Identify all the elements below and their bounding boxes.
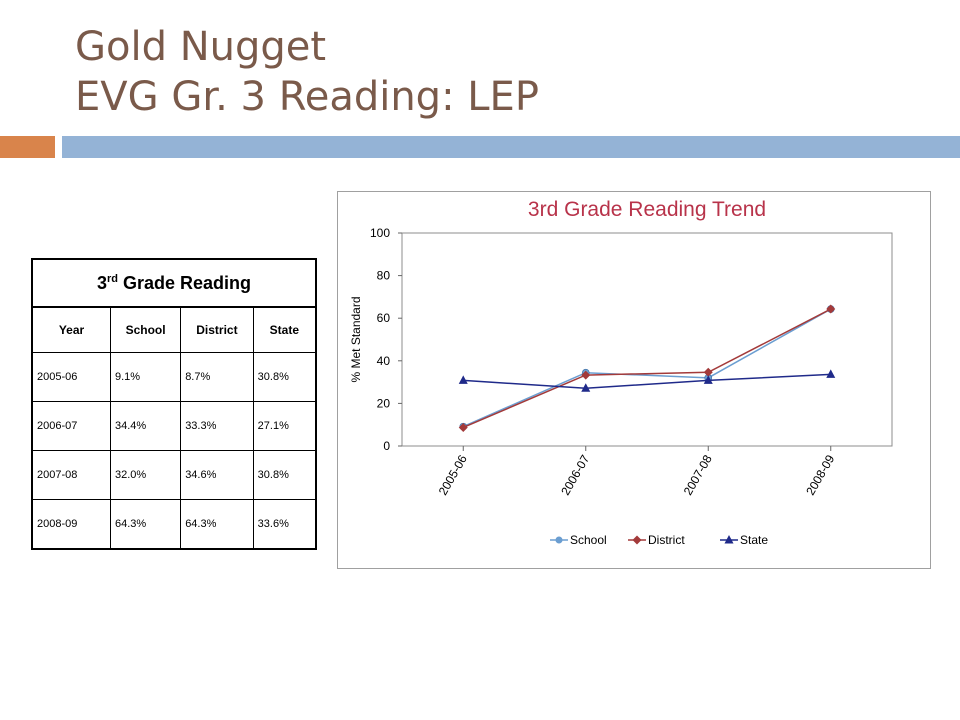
header-state: State <box>252 306 317 353</box>
data-point-state <box>458 375 468 384</box>
cell-state: 30.8% <box>252 352 317 402</box>
series-line-state <box>463 373 831 390</box>
line-chart: 3rd Grade Reading Trend 0 20 40 60 80 100 % Met… <box>349 198 893 547</box>
cell-district: 64.3% <box>180 499 254 550</box>
cell-year: 2007-08 <box>31 450 111 500</box>
x-tick-label: 2007-08 <box>681 452 715 497</box>
legend-label-school: School <box>570 533 607 547</box>
data-point-district <box>581 370 591 380</box>
y-tick-label: 20 <box>377 396 391 410</box>
reading-data-table: 3rd Grade Reading Year School District S… <box>31 258 317 550</box>
legend-label-district: District <box>648 533 685 547</box>
data-point-district <box>458 422 468 432</box>
cell-state: 30.8% <box>252 450 317 500</box>
header-school: School <box>109 306 182 353</box>
legend-marker-district <box>632 535 642 545</box>
table-row: 2008-09 64.3% 64.3% 33.6% <box>31 499 317 550</box>
legend-marker-state <box>724 535 734 544</box>
x-tick-label: 2008-09 <box>803 452 837 497</box>
cell-district: 8.7% <box>180 352 254 402</box>
x-tick-label: 2005-06 <box>436 452 470 497</box>
y-tick-label: 40 <box>377 354 391 368</box>
series-line-district <box>462 308 832 429</box>
legend-label-state: State <box>740 533 768 547</box>
cell-school: 34.4% <box>109 401 182 451</box>
cell-school: 9.1% <box>109 352 182 402</box>
table-caption-sup: rd <box>106 272 118 285</box>
cell-state: 27.1% <box>252 401 317 451</box>
table-caption-suffix: Grade Reading <box>117 272 252 293</box>
plot-area <box>401 232 893 447</box>
data-point-state <box>581 383 591 392</box>
cell-year: 2008-09 <box>31 499 111 550</box>
cell-year: 2006-07 <box>31 401 111 451</box>
slide-title-line-1: Gold Nugget <box>75 24 327 70</box>
cell-year: 2005-06 <box>31 352 111 402</box>
cell-school: 32.0% <box>109 450 182 500</box>
cell-state: 33.6% <box>252 499 317 550</box>
y-tick-label: 60 <box>377 311 391 325</box>
y-tick-label: 0 <box>383 439 390 453</box>
header-year: Year <box>31 306 111 353</box>
table-header-row: Year School District State <box>31 306 317 353</box>
legend-marker-school <box>555 536 563 544</box>
series-line-school <box>462 308 832 428</box>
accent-bar-orange <box>0 136 55 158</box>
accent-bar-blue <box>62 136 960 158</box>
slide-title-line-2: EVG Gr. 3 Reading: LEP <box>75 74 539 120</box>
header-district: District <box>180 306 254 353</box>
cell-district: 33.3% <box>180 401 254 451</box>
data-point-state <box>703 375 713 384</box>
cell-school: 64.3% <box>109 499 182 550</box>
table-row: 2005-06 9.1% 8.7% 30.8% <box>31 352 317 402</box>
x-tick-label: 2006-07 <box>558 452 592 497</box>
data-point-district <box>826 304 836 314</box>
data-point-state <box>826 369 836 378</box>
y-tick-label: 80 <box>377 269 391 283</box>
data-point-district <box>703 367 713 377</box>
table-row: 2007-08 32.0% 34.6% 30.8% <box>31 450 317 500</box>
slide-title: Gold Nugget EVG Gr. 3 Reading: LEP <box>75 22 539 122</box>
table-row: 2006-07 34.4% 33.3% 27.1% <box>31 401 317 451</box>
table-caption-prefix: 3 <box>96 272 107 293</box>
y-tick-label: 100 <box>370 226 390 240</box>
chart-title: 3rd Grade Reading Trend <box>528 198 766 221</box>
cell-district: 34.6% <box>180 450 254 500</box>
table-caption: 3rd Grade Reading <box>31 258 317 308</box>
chart-frame: 3rd Grade Reading Trend 0 20 40 60 80 100 % Met… <box>337 191 931 569</box>
y-axis-label: % Met Standard <box>349 296 363 382</box>
